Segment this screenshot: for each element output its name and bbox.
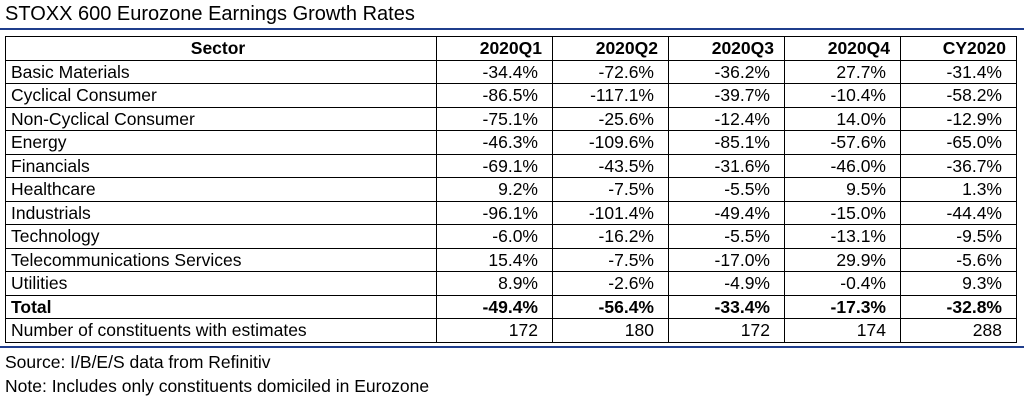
value-cell: 9.5% (784, 177, 901, 202)
total-row: Total -49.4% -56.4% -33.4% -17.3% -32.8% (5, 294, 1017, 319)
sector-cell: Total (5, 294, 437, 319)
table-row: Telecommunications Services 15.4% -7.5% -17… (5, 247, 1017, 272)
sector-cell: Industrials (5, 200, 437, 225)
value-cell: -34.4% (436, 59, 553, 84)
table-row: Healthcare 9.2% -7.5% -5.5% 9.5% 1.3% (5, 177, 1017, 202)
earnings-growth-table: Sector 2020Q1 2020Q2 2020Q3 2020Q4 CY202… (5, 36, 1017, 343)
value-cell: 27.7% (784, 59, 901, 84)
value-cell: -58.2% (900, 83, 1017, 108)
value-cell: -12.4% (668, 106, 785, 131)
value-cell: 29.9% (784, 247, 901, 272)
value-cell: -109.6% (552, 130, 669, 155)
value-cell: -117.1% (552, 83, 669, 108)
header-sector: Sector (5, 36, 437, 61)
sector-cell: Utilities (5, 271, 437, 296)
value-cell: -32.8% (900, 294, 1017, 319)
value-cell: 174 (784, 318, 901, 343)
value-cell: -86.5% (436, 83, 553, 108)
header-2020q1: 2020Q1 (436, 36, 553, 61)
value-cell: -4.9% (668, 271, 785, 296)
table-row: Technology -6.0% -16.2% -5.5% -13.1% -9.5% (5, 224, 1017, 249)
value-cell: 9.2% (436, 177, 553, 202)
value-cell: -85.1% (668, 130, 785, 155)
value-cell: 1.3% (900, 177, 1017, 202)
footer-rule (0, 346, 1024, 348)
sector-cell: Technology (5, 224, 437, 249)
constituents-row: Number of constituents with estimates 172… (5, 318, 1017, 343)
value-cell: -65.0% (900, 130, 1017, 155)
sector-cell: Cyclical Consumer (5, 83, 437, 108)
value-cell: 172 (668, 318, 785, 343)
value-cell: -43.5% (552, 153, 669, 178)
table-row: Utilities 8.9% -2.6% -4.9% -0.4% 9.3% (5, 271, 1017, 296)
value-cell: -101.4% (552, 200, 669, 225)
value-cell: -36.2% (668, 59, 785, 84)
value-cell: -10.4% (784, 83, 901, 108)
value-cell: -33.4% (668, 294, 785, 319)
value-cell: -16.2% (552, 224, 669, 249)
value-cell: 15.4% (436, 247, 553, 272)
sector-cell: Non-Cyclical Consumer (5, 106, 437, 131)
sector-cell: Basic Materials (5, 59, 437, 84)
table-row: Basic Materials -34.4% -72.6% -36.2% 27.7% -3… (5, 59, 1017, 84)
title-rule (0, 28, 1024, 30)
value-cell: -17.3% (784, 294, 901, 319)
source-note: Source: I/B/E/S data from Refinitiv (5, 352, 271, 372)
value-cell: -5.5% (668, 177, 785, 202)
value-cell: -49.4% (668, 200, 785, 225)
value-cell: -0.4% (784, 271, 901, 296)
sector-cell: Financials (5, 153, 437, 178)
value-cell: -7.5% (552, 247, 669, 272)
value-cell: 172 (436, 318, 553, 343)
header-cy2020: CY2020 (900, 36, 1017, 61)
value-cell: -69.1% (436, 153, 553, 178)
value-cell: -6.0% (436, 224, 553, 249)
sector-cell: Number of constituents with estimates (5, 318, 437, 343)
value-cell: 180 (552, 318, 669, 343)
value-cell: -39.7% (668, 83, 785, 108)
value-cell: -2.6% (552, 271, 669, 296)
value-cell: -46.3% (436, 130, 553, 155)
table-row: Non-Cyclical Consumer -75.1% -25.6% -12.4% 1… (5, 106, 1017, 131)
header-2020q4: 2020Q4 (784, 36, 901, 61)
header-row: Sector 2020Q1 2020Q2 2020Q3 2020Q4 CY202… (5, 36, 1017, 61)
table-title: STOXX 600 Eurozone Earnings Growth Rates (5, 3, 415, 25)
value-cell: -25.6% (552, 106, 669, 131)
value-cell: 8.9% (436, 271, 553, 296)
value-cell: -5.5% (668, 224, 785, 249)
value-cell: 9.3% (900, 271, 1017, 296)
value-cell: 14.0% (784, 106, 901, 131)
value-cell: -75.1% (436, 106, 553, 131)
value-cell: -7.5% (552, 177, 669, 202)
scope-note: Note: Includes only constituents domicil… (5, 376, 430, 396)
value-cell: -46.0% (784, 153, 901, 178)
value-cell: -57.6% (784, 130, 901, 155)
table-row: Industrials -96.1% -101.4% -49.4% -15.0% -44.… (5, 200, 1017, 225)
value-cell: -44.4% (900, 200, 1017, 225)
header-2020q3: 2020Q3 (668, 36, 785, 61)
value-cell: -5.6% (900, 247, 1017, 272)
header-2020q2: 2020Q2 (552, 36, 669, 61)
sector-cell: Telecommunications Services (5, 247, 437, 272)
sector-cell: Energy (5, 130, 437, 155)
value-cell: -17.0% (668, 247, 785, 272)
value-cell: -96.1% (436, 200, 553, 225)
value-cell: -36.7% (900, 153, 1017, 178)
value-cell: -56.4% (552, 294, 669, 319)
value-cell: -31.6% (668, 153, 785, 178)
value-cell: -13.1% (784, 224, 901, 249)
value-cell: 288 (900, 318, 1017, 343)
sector-cell: Healthcare (5, 177, 437, 202)
value-cell: -9.5% (900, 224, 1017, 249)
value-cell: -12.9% (900, 106, 1017, 131)
table-row: Energy -46.3% -109.6% -85.1% -57.6% -65.0% (5, 130, 1017, 155)
value-cell: -72.6% (552, 59, 669, 84)
table-row: Cyclical Consumer -86.5% -117.1% -39.7% -10.… (5, 83, 1017, 108)
table-body: Basic Materials -34.4% -72.6% -36.2% 27.7% -3… (5, 59, 1017, 343)
value-cell: -49.4% (436, 294, 553, 319)
table-row: Financials -69.1% -43.5% -31.6% -46.0% -36.7% (5, 153, 1017, 178)
value-cell: -15.0% (784, 200, 901, 225)
value-cell: -31.4% (900, 59, 1017, 84)
